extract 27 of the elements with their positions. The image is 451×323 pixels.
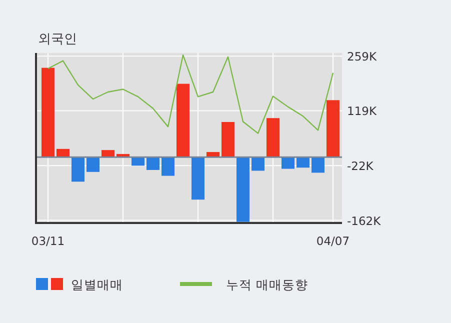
x-tick-label: 04/07	[316, 234, 350, 248]
bar	[102, 150, 114, 158]
bar	[222, 122, 234, 158]
bar	[312, 157, 324, 173]
bar	[266, 118, 280, 158]
y-tick-label: 259K	[347, 50, 377, 64]
y-tick-label: -22K	[347, 159, 374, 174]
y-tick-label: 119K	[347, 104, 377, 118]
bar	[176, 84, 190, 158]
bar	[42, 68, 54, 158]
bar	[146, 157, 160, 170]
bar	[162, 157, 174, 176]
chart-title: 외국인	[38, 32, 77, 47]
x-tick-label: 03/11	[31, 234, 65, 248]
bar	[296, 157, 310, 168]
bar	[86, 157, 100, 172]
line-series	[47, 54, 334, 134]
bar	[192, 157, 204, 200]
legend-label: 누적 매매동향	[226, 277, 308, 292]
bar	[326, 100, 340, 158]
bar	[56, 148, 70, 158]
bar	[252, 157, 264, 171]
legend-label: 일별매매	[71, 277, 123, 292]
bar	[282, 157, 294, 169]
bar	[72, 157, 84, 182]
bar	[236, 157, 250, 222]
y-tick-label: -162K	[347, 214, 382, 228]
